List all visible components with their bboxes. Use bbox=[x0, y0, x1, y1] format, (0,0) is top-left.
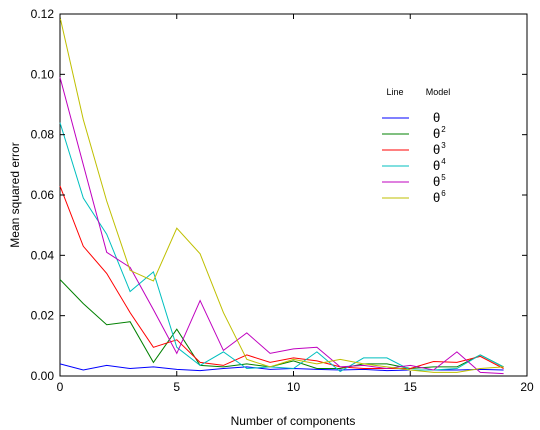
series-line-5 bbox=[59, 77, 504, 375]
legend-label-1: θ bbox=[433, 110, 440, 125]
series-line-4 bbox=[59, 122, 504, 373]
x-tick-label: 0 bbox=[57, 380, 64, 394]
ticks-layer: 0 5 10 15 20 0.00 0.02 0.04 0.06 0.08 0.10 0.12 bbox=[31, 7, 534, 394]
y-tick-label: 0.00 bbox=[31, 369, 55, 383]
y-tick-label: 0.06 bbox=[31, 188, 55, 202]
plot-frame bbox=[59, 13, 528, 377]
x-tick-label: 10 bbox=[287, 380, 301, 394]
y-tick-label: 0.10 bbox=[31, 67, 55, 81]
legend-line-header: Line bbox=[386, 87, 403, 97]
x-tick-label: 20 bbox=[520, 380, 534, 394]
series-line-6 bbox=[59, 16, 504, 373]
series-line-2 bbox=[59, 279, 504, 370]
series-layer bbox=[59, 16, 504, 375]
y-tick-label: 0.12 bbox=[31, 7, 55, 21]
y-tick-label: 0.08 bbox=[31, 128, 55, 142]
legend-model-header: Model bbox=[426, 87, 451, 97]
y-tick-label: 0.02 bbox=[31, 309, 55, 323]
y-axis-title: Mean squared error bbox=[8, 142, 22, 247]
x-axis-title: Number of components bbox=[231, 414, 356, 428]
y-tick-label: 0.04 bbox=[31, 248, 55, 262]
x-tick-label: 15 bbox=[404, 380, 418, 394]
series-line-3 bbox=[59, 185, 504, 369]
x-tick-label: 5 bbox=[173, 380, 180, 394]
